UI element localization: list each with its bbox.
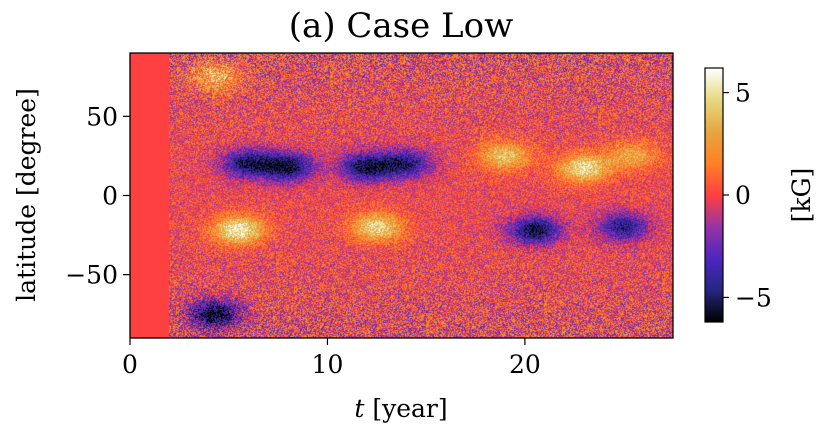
colorbar-tick-label: 5 [735,79,751,108]
x-axis-label-unit: [year] [364,394,447,423]
colorbar [704,67,724,323]
x-tick-label: 20 [509,350,541,379]
colorbar-ticks: 5 0 −5 [723,79,772,312]
y-tick-label: 50 [86,102,118,131]
y-tick-label: −50 [65,261,118,290]
x-axis-ticks: 0 10 20 [122,338,541,379]
y-axis-label: latitude [degree] [12,88,41,302]
colorbar-label: [kG] [787,168,816,223]
x-axis-label: t [year] [354,394,447,423]
heatmap-canvas [130,53,673,338]
chart-title: (a) Case Low [289,6,513,46]
y-tick-label: 0 [102,182,118,211]
colorbar-tick-label: 0 [735,181,751,210]
x-axis-label-variable: t [354,394,365,423]
x-tick-label: 10 [312,350,344,379]
heatmap-area [130,53,673,338]
colorbar-tick-label: −5 [735,283,772,312]
y-axis-ticks: 50 0 −50 [65,102,130,290]
x-tick-label: 0 [122,350,138,379]
